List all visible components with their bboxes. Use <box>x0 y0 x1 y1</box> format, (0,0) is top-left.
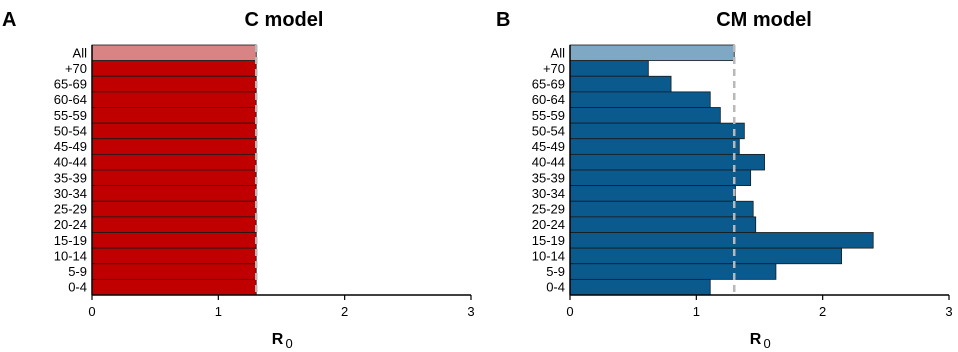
category-label: +70 <box>543 61 565 76</box>
x-tick-label: 2 <box>819 304 826 319</box>
category-label: 5-9 <box>546 264 565 279</box>
bar <box>569 44 735 62</box>
category-label: 25-29 <box>532 202 565 217</box>
category-label: 30-34 <box>54 186 87 201</box>
x-tick-label: 3 <box>467 304 474 319</box>
category-label: 60-64 <box>532 92 565 107</box>
category-label: 55-59 <box>532 108 565 123</box>
category-label: +70 <box>65 61 87 76</box>
category-label: 30-34 <box>532 186 565 201</box>
bar <box>569 138 740 155</box>
x-axis-label: R <box>750 331 762 348</box>
panel-title: C model <box>245 9 324 31</box>
category-label: 15-19 <box>54 233 87 248</box>
bar <box>91 278 257 296</box>
panel-letter: B <box>496 9 510 31</box>
bar <box>91 169 257 187</box>
category-label: 40-44 <box>54 155 87 170</box>
bar <box>569 60 649 77</box>
x-tick-label: 3 <box>945 304 952 319</box>
category-label: 45-49 <box>532 139 565 154</box>
category-label: 5-9 <box>68 264 87 279</box>
x-axis-label: R <box>272 331 284 348</box>
bar <box>91 232 257 249</box>
category-label: 0-4 <box>546 280 565 295</box>
bar <box>91 107 257 124</box>
bar <box>91 216 257 233</box>
category-label: 35-39 <box>532 170 565 185</box>
x-tick-label: 0 <box>88 304 95 319</box>
x-tick-label: 2 <box>341 304 348 319</box>
category-label: 0-4 <box>68 280 87 295</box>
category-label: 55-59 <box>54 108 87 123</box>
bar <box>569 247 843 265</box>
category-label: 20-24 <box>54 217 87 232</box>
bar <box>91 263 257 280</box>
category-label: 40-44 <box>532 155 565 170</box>
bar <box>569 278 711 296</box>
panel-letter: A <box>2 9 16 31</box>
bar <box>569 216 757 233</box>
category-label: 20-24 <box>532 217 565 232</box>
category-label: 10-14 <box>54 248 87 263</box>
bar <box>91 153 257 171</box>
bar <box>569 185 736 202</box>
bar <box>91 91 257 108</box>
x-axis-label-subscript: 0 <box>286 336 293 351</box>
bar <box>91 75 257 93</box>
bar <box>569 169 752 187</box>
category-label: 65-69 <box>54 77 87 92</box>
bar <box>569 232 874 249</box>
category-label: 15-19 <box>532 233 565 248</box>
bar <box>569 122 745 140</box>
category-label: 60-64 <box>54 92 87 107</box>
category-label: 50-54 <box>532 123 565 138</box>
category-label: All <box>551 45 566 60</box>
bar <box>91 44 257 62</box>
bar <box>91 122 257 140</box>
bar <box>91 200 257 218</box>
bar <box>569 107 721 124</box>
bar <box>569 75 672 93</box>
bar <box>91 185 257 202</box>
x-tick-label: 0 <box>566 304 573 319</box>
bar <box>569 91 711 108</box>
bar <box>569 263 777 280</box>
x-axis-label-subscript: 0 <box>764 336 771 351</box>
category-label: 10-14 <box>532 248 565 263</box>
bar <box>91 247 257 265</box>
panel-title: CM model <box>716 9 812 31</box>
bar <box>91 138 257 155</box>
category-label: 25-29 <box>54 202 87 217</box>
category-label: 50-54 <box>54 123 87 138</box>
x-tick-label: 1 <box>215 304 222 319</box>
category-label: All <box>73 45 88 60</box>
x-tick-label: 1 <box>693 304 700 319</box>
category-label: 35-39 <box>54 170 87 185</box>
category-label: 65-69 <box>532 77 565 92</box>
bar <box>91 60 257 77</box>
bar <box>569 200 754 218</box>
category-label: 45-49 <box>54 139 87 154</box>
